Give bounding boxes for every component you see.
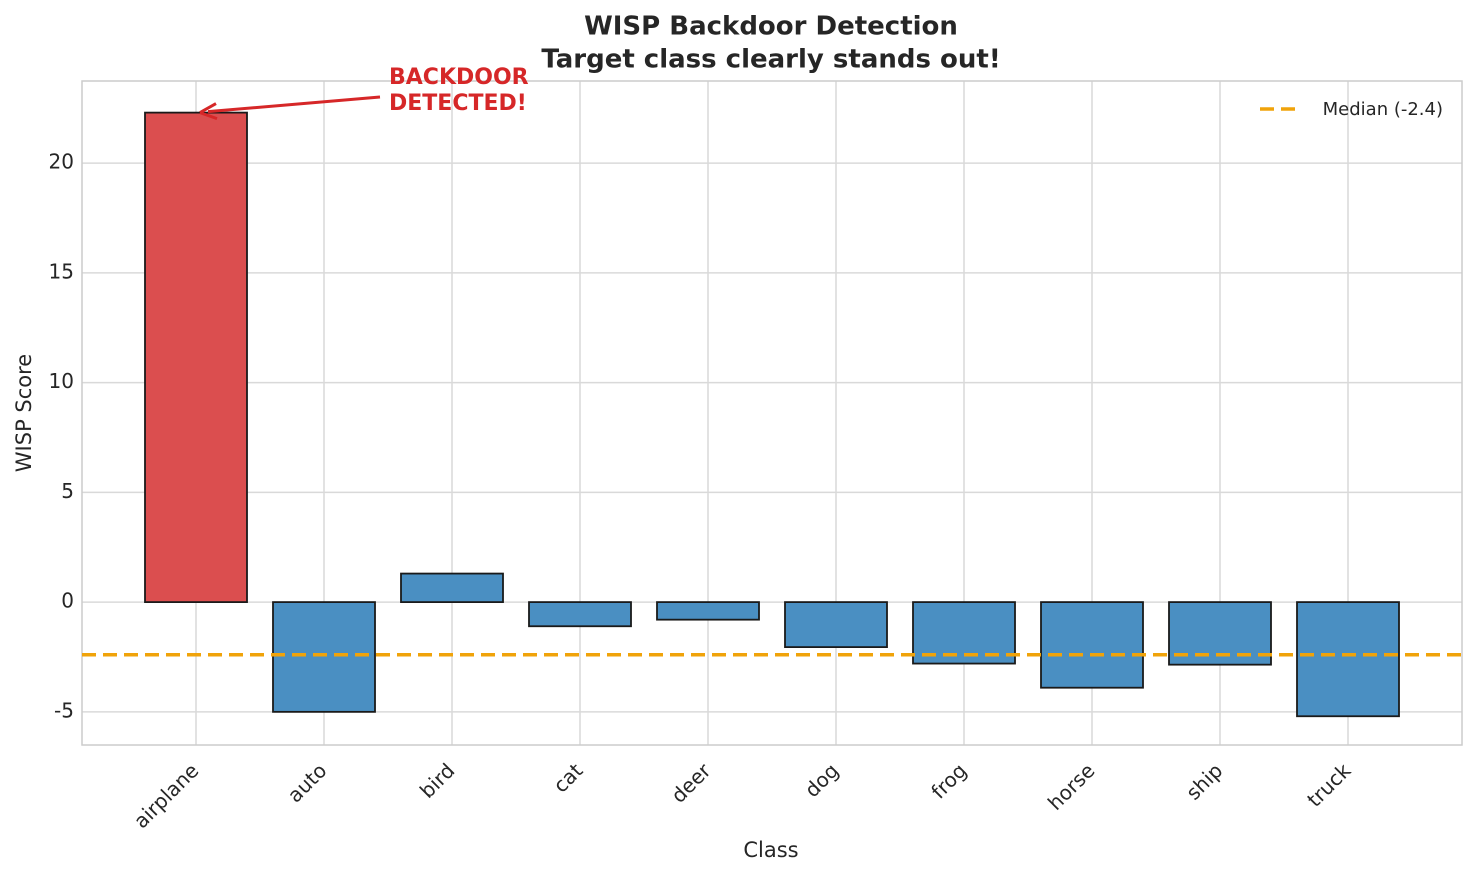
y-tick-label: 0 [61,589,74,613]
bar [144,111,248,604]
chart-subtitle: Target class clearly stands out! [541,45,1000,75]
bar [1296,601,1400,718]
annotation-arrowhead [199,102,218,121]
y-tick-label: 20 [49,150,74,174]
bar [400,572,504,604]
y-tick-label: 10 [49,369,74,393]
y-tick-label: 15 [49,259,74,283]
grid [82,81,1462,745]
bar [1040,601,1144,689]
y-tick-label: -5 [54,698,74,722]
marks [144,111,1400,718]
bar [784,601,888,649]
annotation-arrow [207,95,381,114]
annotation-text: BACKDOOR [389,65,529,90]
bar [656,601,760,621]
y-tick-label: 5 [61,479,74,503]
x-axis-label: Class [743,838,798,862]
annotation-text: DETECTED! [389,91,527,116]
legend-label: Median (-2.4) [1323,99,1443,120]
bar [272,601,376,713]
chart-title: WISP Backdoor Detection [584,12,958,42]
bar [528,601,632,628]
plot-frame [81,80,1463,746]
y-axis-label: WISP Score [12,354,36,472]
